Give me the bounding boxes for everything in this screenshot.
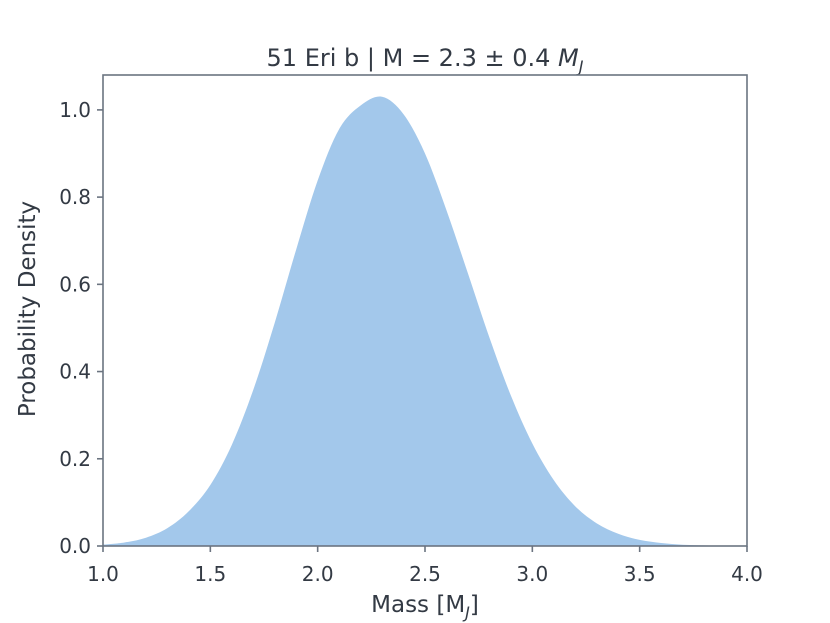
density-area	[103, 96, 747, 546]
y-axis-ticks: 0.0 0.2 0.4 0.6 0.8 1.0	[59, 98, 103, 558]
y-tick-label: 1.0	[59, 98, 91, 122]
y-tick-label: 0.6	[59, 272, 91, 296]
x-tick-label: 3.5	[624, 562, 656, 586]
x-tick-label: 3.0	[516, 562, 548, 586]
y-tick-label: 0.4	[59, 360, 91, 384]
x-axis-ticks: 1.0 1.5 2.0 2.5 3.0 3.5 4.0	[87, 546, 763, 586]
y-tick-label: 0.8	[59, 185, 91, 209]
x-tick-label: 1.5	[194, 562, 226, 586]
plot-frame	[102, 74, 748, 547]
y-tick-label: 0.0	[59, 534, 91, 558]
x-tick-label: 4.0	[731, 562, 763, 586]
chart-title: 51 Eri b | M = 2.3 ± 0.4 MJ	[267, 44, 584, 76]
x-tick-label: 2.5	[409, 562, 441, 586]
y-axis-label: Probability Density	[15, 201, 41, 417]
x-axis-label: Mass [MJ]	[371, 592, 479, 622]
y-tick-label: 0.2	[59, 447, 91, 471]
x-tick-label: 2.0	[302, 562, 334, 586]
x-tick-label: 1.0	[87, 562, 119, 586]
